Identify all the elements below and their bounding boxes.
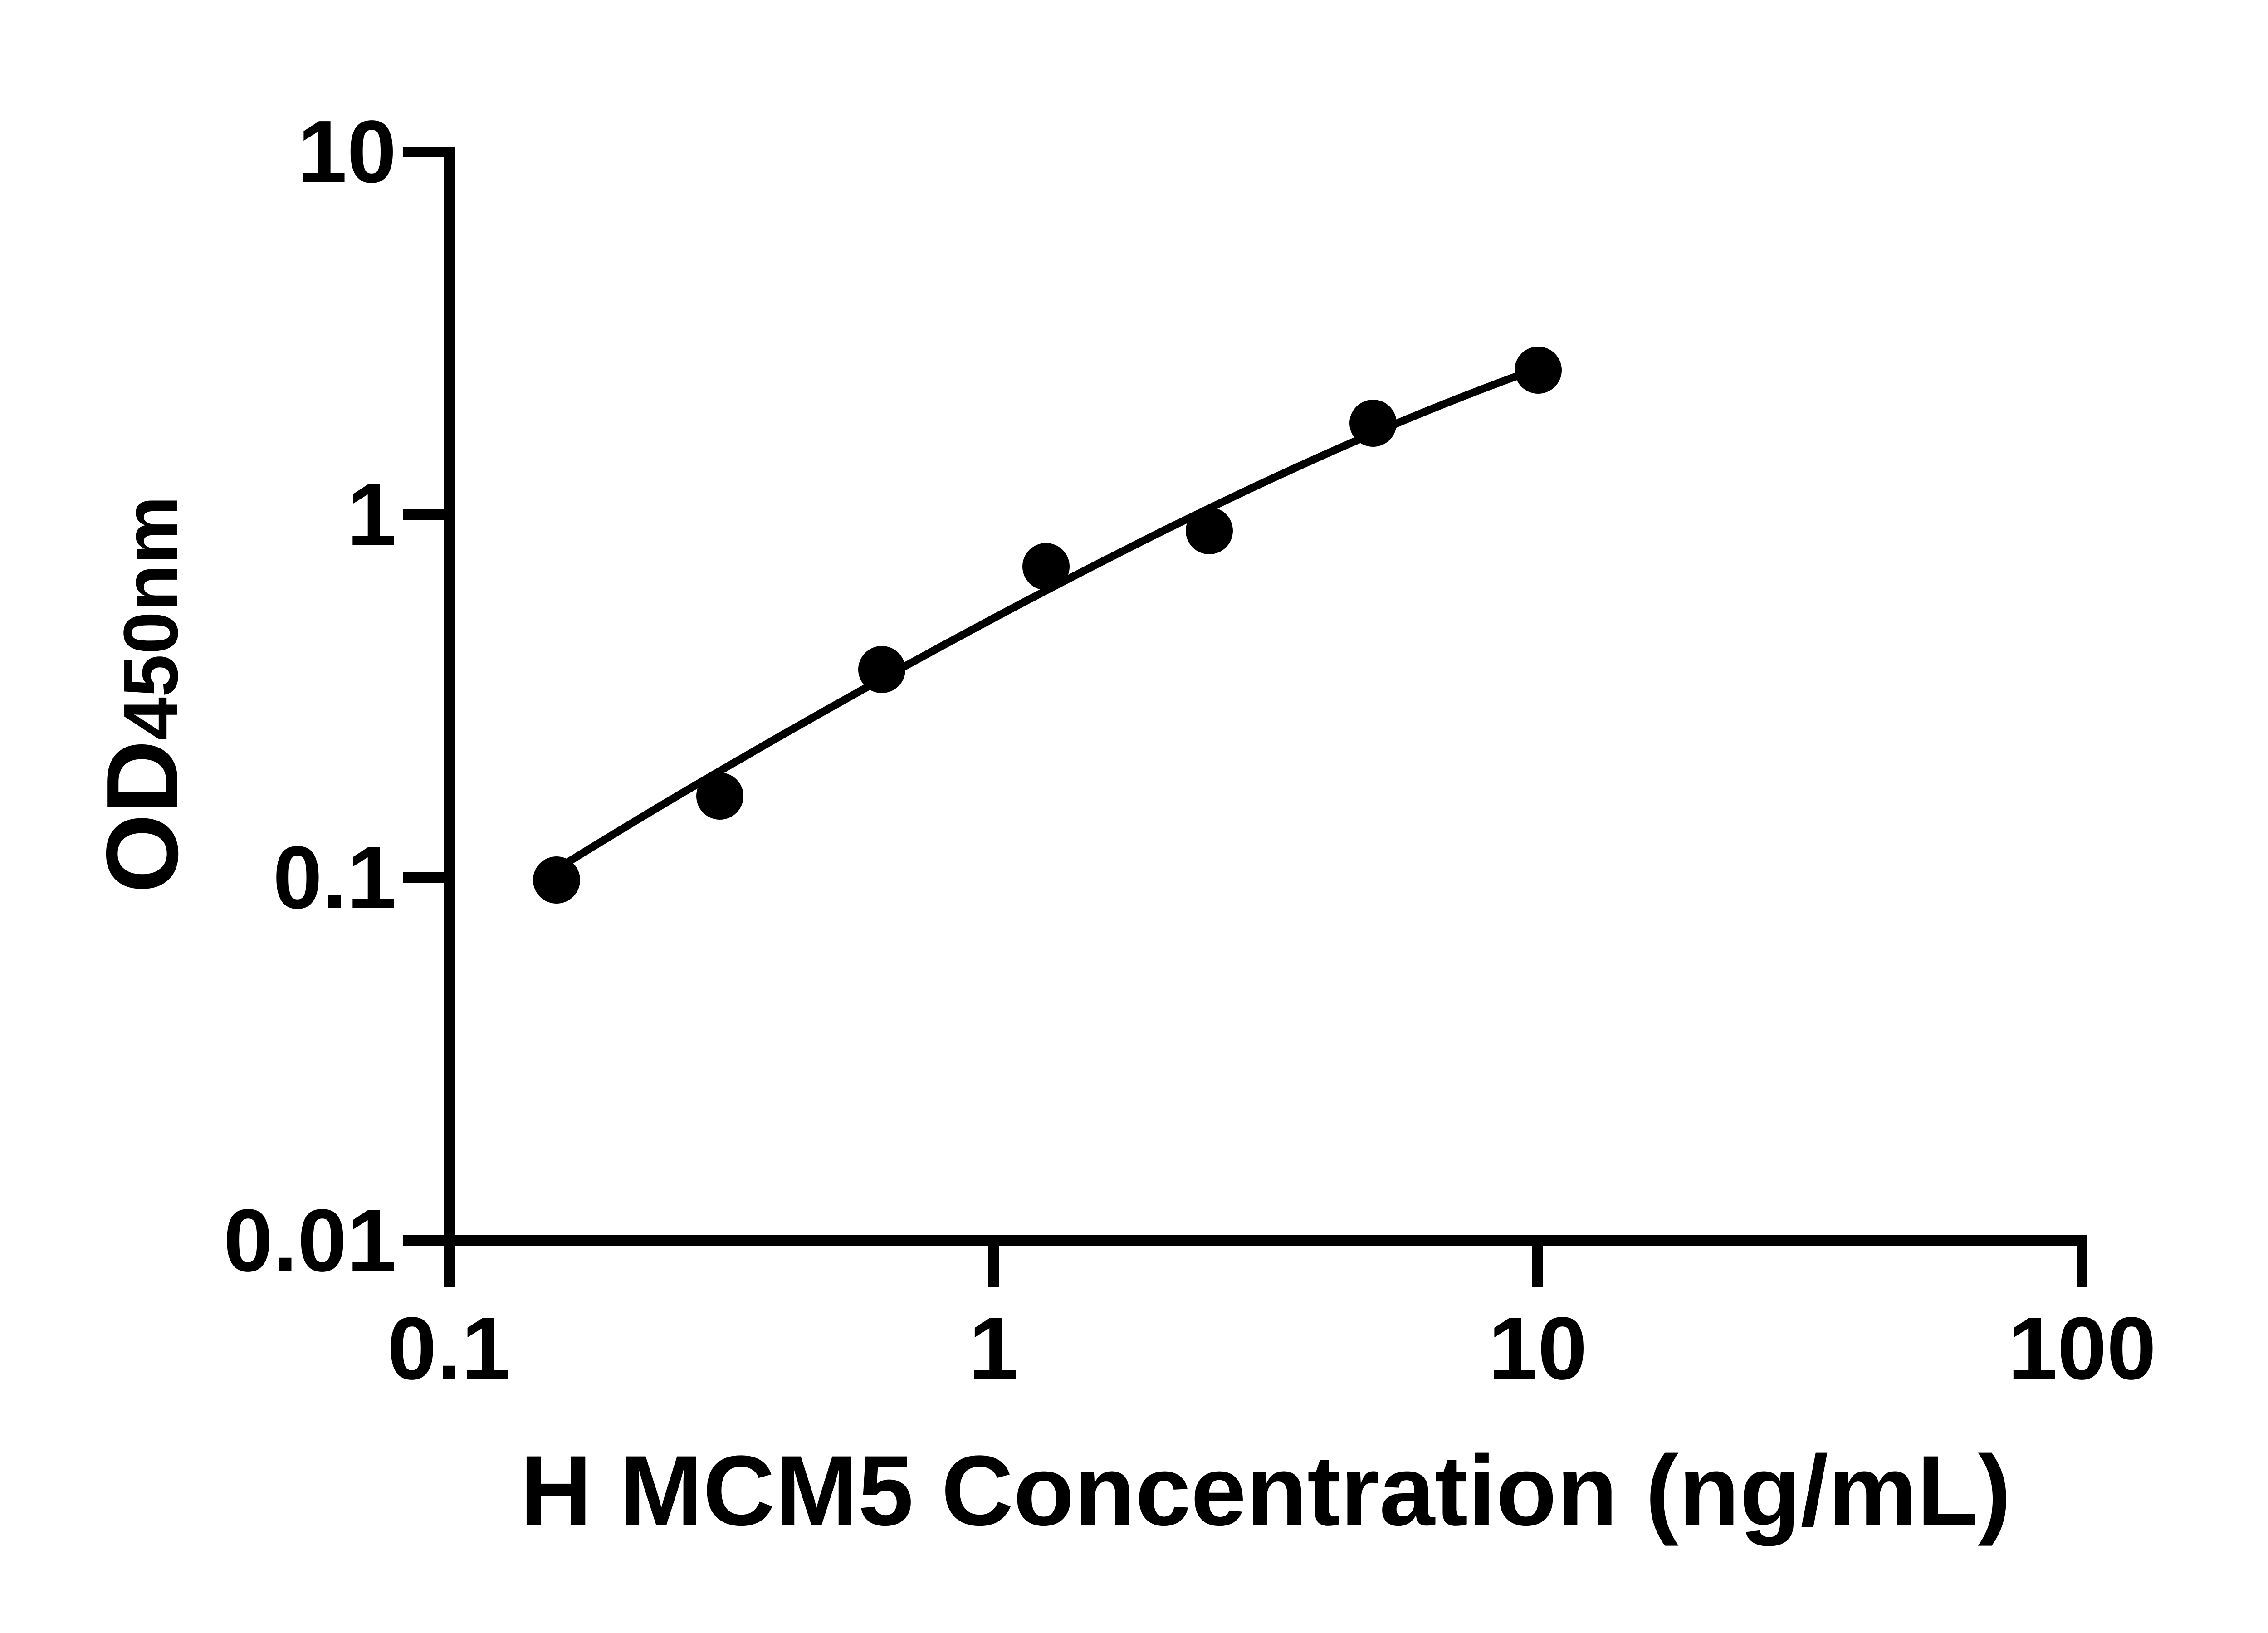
svg-text:1: 1 [347,465,396,564]
svg-text:10: 10 [298,102,396,201]
svg-text:1: 1 [968,1299,1018,1398]
svg-text:10: 10 [1488,1299,1587,1398]
svg-text:OD450nm: OD450nm [85,496,199,893]
svg-text:0.01: 0.01 [224,1191,396,1290]
svg-text:0.1: 0.1 [273,828,396,927]
svg-text:100: 100 [2008,1299,2156,1398]
svg-text:0.1: 0.1 [387,1299,511,1398]
svg-text:H MCM5 Concentration (ng/mL): H MCM5 Concentration (ng/mL) [520,1435,2011,1546]
